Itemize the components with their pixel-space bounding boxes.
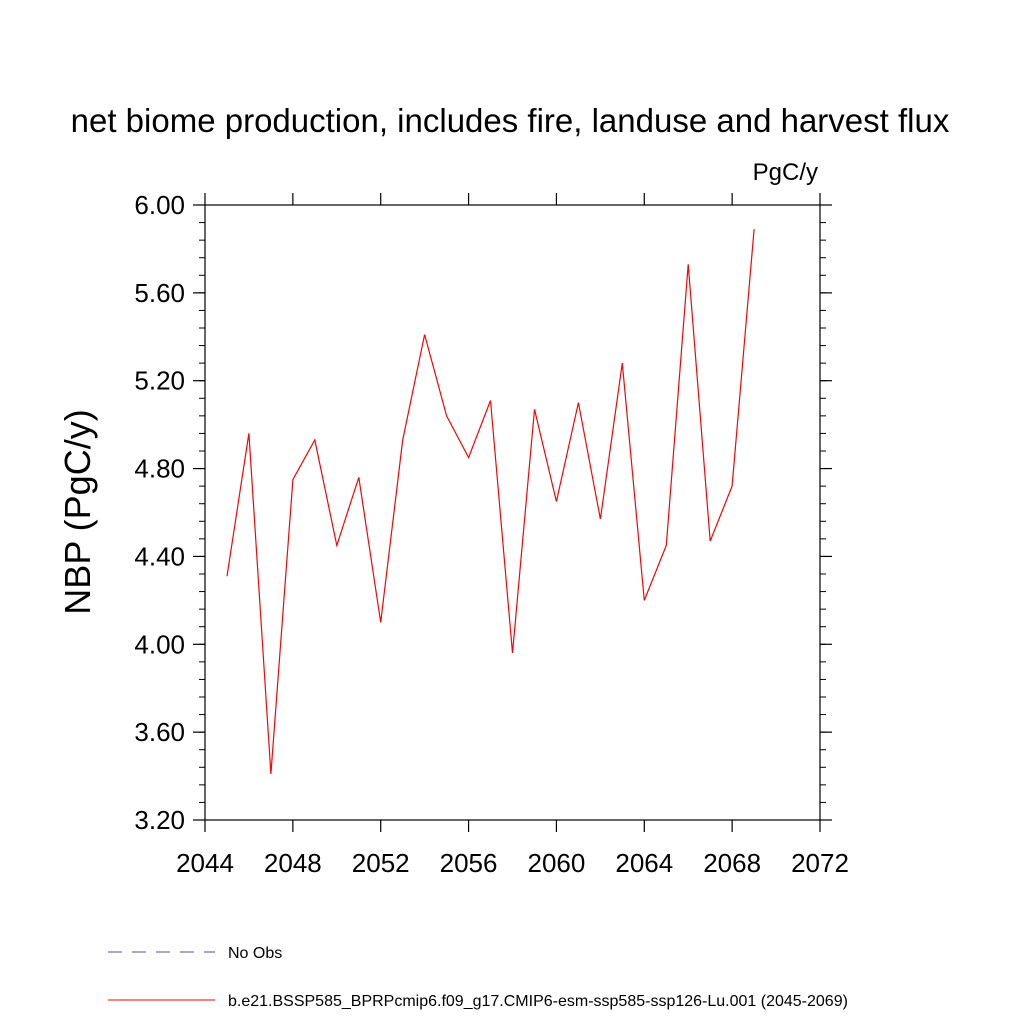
data-point: [730, 484, 735, 489]
data-point: [356, 475, 361, 480]
x-tick-label: 2068: [703, 848, 761, 878]
y-tick-label: 4.00: [134, 629, 185, 659]
y-tick-label: 3.20: [134, 805, 185, 835]
chart-title: net biome production, includes fire, lan…: [71, 102, 950, 139]
data-point: [576, 400, 581, 405]
y-tick-label: 5.60: [134, 278, 185, 308]
data-point: [642, 598, 647, 603]
data-point: [466, 455, 471, 460]
data-point: [444, 413, 449, 418]
plot-frame: [204, 204, 821, 821]
legend-label: b.e21.BSSP585_BPRPcmip6.f09_g17.CMIP6-es…: [228, 993, 848, 1010]
x-tick-label: 2072: [791, 848, 849, 878]
x-tick-label: 2044: [176, 848, 234, 878]
data-point: [224, 574, 229, 579]
data-point: [312, 438, 317, 443]
data-point: [532, 407, 537, 412]
data-point: [400, 438, 405, 443]
units-label: PgC/y: [753, 159, 818, 186]
data-point: [378, 620, 383, 625]
data-point: [598, 517, 603, 522]
y-tick-label: 3.60: [134, 717, 185, 747]
y-tick-label: 4.80: [134, 454, 185, 484]
series-line: [226, 229, 755, 774]
data-point: [488, 398, 493, 403]
x-tick-label: 2064: [615, 848, 673, 878]
data-point: [246, 431, 251, 436]
y-tick-label: 5.20: [134, 366, 185, 396]
data-point: [268, 771, 273, 776]
data-point: [664, 543, 669, 548]
x-tick-label: 2052: [352, 848, 410, 878]
x-tick-label: 2048: [264, 848, 322, 878]
data-point: [752, 227, 757, 232]
data-point: [510, 651, 515, 656]
x-tick-label: 2060: [528, 848, 586, 878]
x-tick-label: 2056: [440, 848, 498, 878]
plot-series: [224, 227, 757, 776]
legend-label: No Obs: [228, 945, 282, 962]
data-point: [620, 361, 625, 366]
data-point: [334, 543, 339, 548]
y-tick-label: 6.00: [134, 190, 185, 220]
data-point: [554, 499, 559, 504]
data-point: [708, 539, 713, 544]
data-point: [290, 477, 295, 482]
axes: 3.20 3.60 4.00 4.40 4.80 5.20 5.60 6.00 2044 2048…: [134, 190, 849, 878]
data-point: [422, 332, 427, 337]
y-axis-label: NBP (PgC/y): [57, 409, 98, 614]
data-point: [686, 262, 691, 267]
y-tick-label: 4.40: [134, 541, 185, 571]
legend: No Obs b.e21.BSSP585_BPRPcmip6.f09_g17.CM…: [108, 945, 848, 1010]
